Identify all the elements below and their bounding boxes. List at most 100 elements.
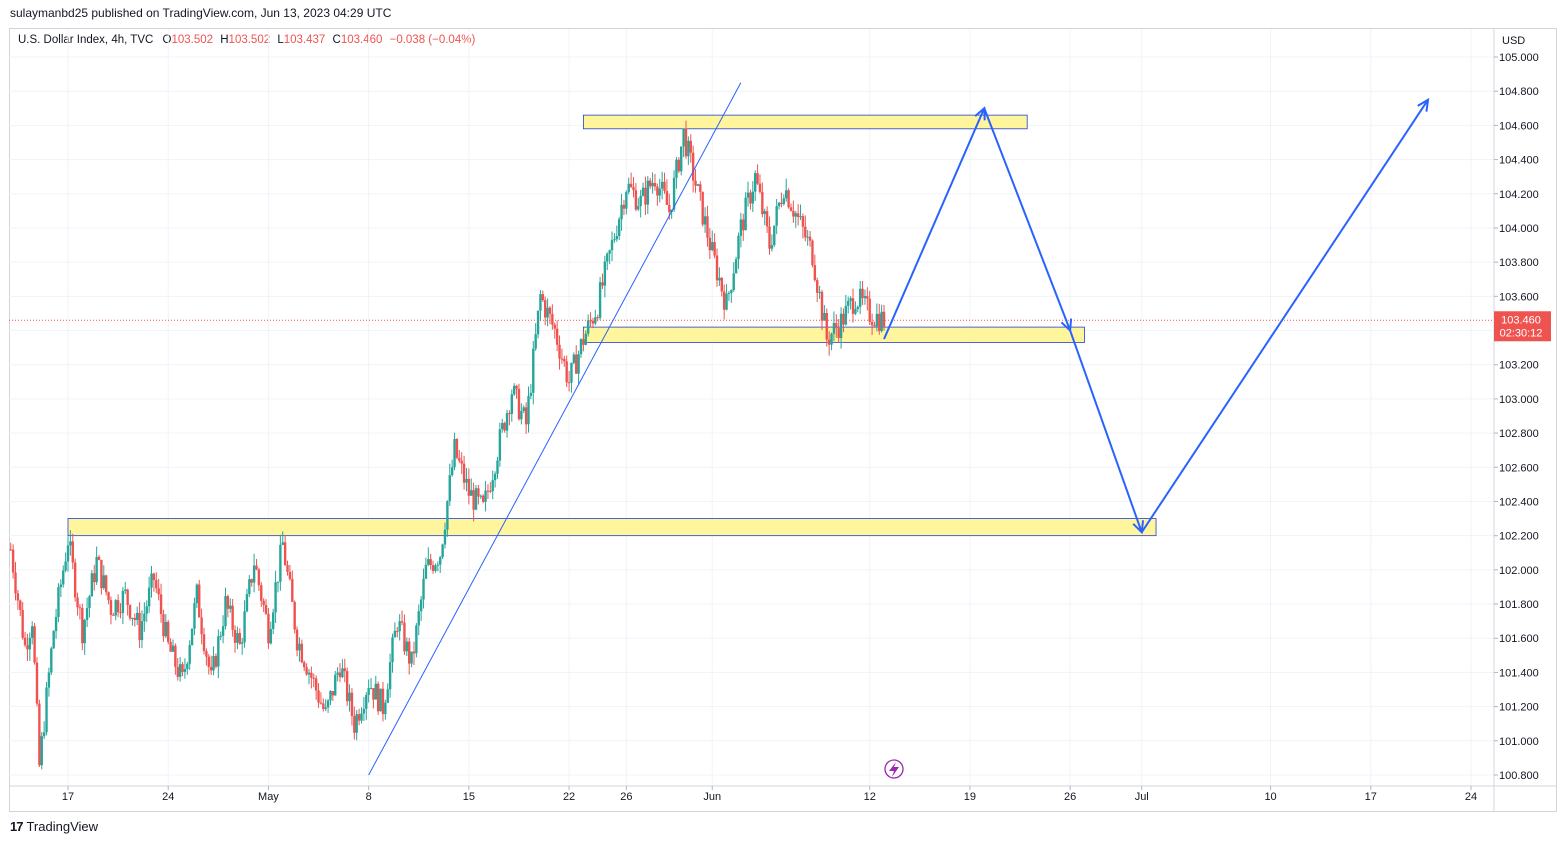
candle-body <box>186 663 189 669</box>
candle-body <box>637 206 640 210</box>
candle-body <box>69 541 72 546</box>
last-price-value: 103.460 <box>1501 314 1541 326</box>
candle-body <box>28 637 32 650</box>
candle-body <box>427 559 430 565</box>
tradingview-logo[interactable]: 17 TradingView <box>10 819 98 834</box>
grid-layer <box>9 29 1494 786</box>
candle-body <box>419 599 423 612</box>
candle-body <box>823 313 826 321</box>
candle-body <box>102 575 105 589</box>
candle-body <box>470 490 473 496</box>
candle-body <box>696 184 700 186</box>
x-tick-label: 24 <box>162 791 174 803</box>
candle-body <box>849 298 852 301</box>
candle-body <box>85 608 89 620</box>
candle-body <box>443 529 447 545</box>
candle-body <box>720 277 723 292</box>
chart-frame <box>9 28 1557 812</box>
candle-body <box>789 207 793 211</box>
candle-body <box>274 582 277 613</box>
candle-body <box>295 629 299 651</box>
y-tick-label: 104.000 <box>1499 223 1539 235</box>
candle-layer <box>9 120 1494 770</box>
candle-body <box>792 210 795 217</box>
candle-body <box>362 708 366 714</box>
candle-body <box>799 216 802 218</box>
candle-body <box>78 607 82 609</box>
projection-segment <box>883 107 986 340</box>
candle-body <box>281 542 284 545</box>
candle-body <box>441 544 444 558</box>
candle-body <box>711 242 714 251</box>
trendline <box>368 82 742 776</box>
candle-body <box>753 173 757 192</box>
high-value: 103.502 <box>228 34 271 46</box>
candle-body <box>76 597 79 608</box>
candle-body <box>806 236 809 238</box>
x-tick-label: 24 <box>1465 791 1477 803</box>
candle-body <box>656 186 659 196</box>
tradingview-brand: TradingView <box>26 819 99 834</box>
candle-body <box>684 128 688 157</box>
candle-body <box>384 702 387 715</box>
candle-body <box>737 235 740 260</box>
candle-body <box>567 382 571 384</box>
candle-body <box>21 609 24 638</box>
candle-body <box>381 688 385 715</box>
candle-body <box>19 600 22 610</box>
open-label: O <box>162 34 172 46</box>
candle-body <box>493 473 497 481</box>
candle-body <box>663 181 666 192</box>
candle-body <box>796 213 800 217</box>
candle-body <box>763 211 766 215</box>
candle-body <box>238 633 241 644</box>
candle-body <box>40 736 43 766</box>
candle-body <box>629 183 633 187</box>
candle-body <box>104 575 108 593</box>
candle-body <box>481 495 485 502</box>
candle-body <box>9 549 12 551</box>
candle-body <box>510 394 514 414</box>
candle-body <box>169 641 172 652</box>
y-tick-label: 104.800 <box>1499 86 1539 98</box>
candle-body <box>190 628 194 646</box>
candle-body <box>224 596 227 627</box>
candle-body <box>570 362 573 383</box>
candle-body <box>448 475 451 502</box>
candle-body <box>739 219 743 236</box>
candle-body <box>412 651 416 654</box>
candle-body <box>646 180 650 205</box>
candle-body <box>732 273 735 291</box>
candle-body <box>350 692 354 717</box>
x-tick-label: May <box>258 791 279 803</box>
candle-body <box>708 237 712 251</box>
candle-body <box>205 651 208 657</box>
candle-body <box>329 691 332 701</box>
candle-body <box>832 323 836 334</box>
candle-body <box>307 672 311 675</box>
x-tick-label: 17 <box>62 791 74 803</box>
candle-body <box>594 317 597 324</box>
candle-body <box>83 619 86 644</box>
candle-body <box>314 678 318 691</box>
candle-body <box>699 184 702 192</box>
lightning-icon[interactable] <box>884 759 904 779</box>
candle-body <box>586 320 590 334</box>
candle-body <box>176 666 179 677</box>
y-tick-label: 103.200 <box>1499 360 1539 372</box>
candle-body <box>863 296 867 299</box>
candle-body <box>31 626 34 638</box>
candle-body <box>787 190 790 208</box>
candle-body <box>214 655 218 667</box>
x-tick-label: Jun <box>703 791 721 803</box>
candle-body <box>615 236 618 240</box>
candle-body <box>124 589 127 591</box>
candle-body <box>603 261 607 286</box>
candle-body <box>474 488 478 510</box>
x-tick-label: 19 <box>964 791 976 803</box>
candle-body <box>217 636 220 667</box>
candle-body <box>560 358 564 360</box>
candle-body <box>188 645 191 664</box>
candle-body <box>563 358 566 362</box>
